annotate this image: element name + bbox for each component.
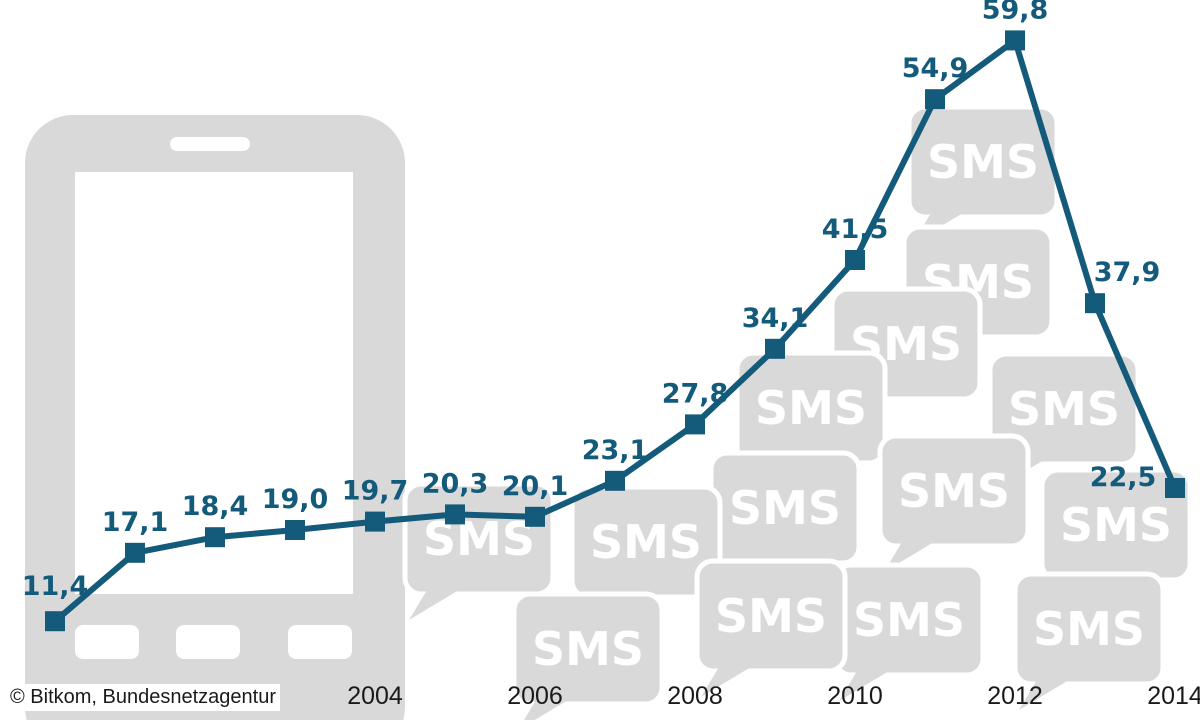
value-label-2013: 37,9 [1094,257,1161,288]
phone-speaker [170,137,250,151]
data-point-2013 [1085,293,1105,314]
x-tick-label-2010: 2010 [827,682,883,710]
data-point-2008 [685,414,705,435]
value-label-2009: 34,1 [742,303,809,334]
sms-bubble-tail [524,700,568,720]
speech-bubble-icon: SMS [694,558,848,697]
speech-bubble-icon: SMS [832,562,986,701]
sms-bubble-text: SMS [729,481,841,535]
data-point-2009 [765,338,785,359]
speech-bubble-icon: SMS [708,450,862,589]
phone-key-2 [176,625,240,659]
sms-bubble-text: SMS [1008,382,1120,436]
sms-bubble-text: SMS [715,589,827,643]
sms-bubble-text: SMS [898,464,1010,518]
speech-bubble-icon: SMS [511,591,665,720]
sms-bubble-tail [701,667,751,697]
sms-bubble-tail [839,671,889,701]
sms-bubble-tail [1019,680,1069,710]
sms-bubble-12 [1012,571,1166,687]
sms-bubble-text: SMS [423,512,535,566]
data-point-2010 [845,250,865,270]
value-label-2003: 19,0 [262,484,329,515]
data-point-2011 [925,89,945,110]
x-tick-label-2006: 2006 [507,682,563,710]
sms-bubble-6 [877,433,1031,549]
sms-bubble-text: SMS [755,381,867,435]
x-tick-label-2014: 2014 [1147,682,1200,710]
sms-bubble-9 [402,481,556,597]
value-label-2001: 17,1 [102,507,169,538]
x-tick-label-2012: 2012 [987,682,1043,710]
value-label-2007: 23,1 [582,435,649,466]
phone-key-1 [75,625,139,659]
value-label-2008: 27,8 [662,378,729,409]
sms-bubble-text: SMS [1033,602,1145,656]
value-label-2002: 18,4 [182,491,249,522]
speech-bubble-icon: SMS [906,104,1060,243]
data-point-2002 [205,527,225,548]
sms-bubble-text: SMS [1060,498,1172,552]
data-point-2000 [45,611,65,632]
value-label-2004: 19,7 [342,476,409,507]
value-label-2005: 20,3 [422,468,489,499]
data-point-2012 [1005,30,1025,51]
data-point-2014 [1165,478,1185,498]
smartphone-icon [25,115,405,720]
x-tick-label-2004: 2004 [347,682,403,710]
phone-key-3 [288,625,352,659]
data-point-2004 [365,511,385,532]
sms-bubble-text: SMS [590,515,702,569]
value-label-2000: 11,4 [22,571,89,602]
data-point-2007 [605,470,625,491]
source-credit: © Bitkom, Bundesnetzagentur [6,684,280,711]
sms-bubble-tail [409,590,459,620]
value-label-2006: 20,1 [502,471,569,502]
phone-screen [75,172,353,594]
x-tick-label-2008: 2008 [667,682,723,710]
sms-bubble-14 [511,591,665,707]
data-point-2006 [525,506,545,527]
sms-bubble-text: SMS [532,622,644,676]
sms-bubble-13 [694,558,848,674]
sms-bubble-text: SMS [853,593,965,647]
value-label-2012: 59,8 [982,0,1049,25]
data-point-2005 [445,504,465,525]
value-label-2010: 41,5 [822,214,889,245]
value-labels: 11,4 17,1 18,4 19,0 19,7 20,3 20,1 23,1 27,8 34,1… [22,0,1161,602]
sms-bubble-text: SMS [927,135,1039,189]
data-point-2001 [125,542,145,563]
data-point-2003 [285,520,305,540]
value-label-2011: 54,9 [902,53,969,84]
value-label-2014: 22,5 [1090,462,1157,493]
speech-bubble-icon: SMS [1012,571,1166,710]
data-markers [45,30,1185,632]
sms-bubble-1 [906,104,1060,220]
speech-bubble-icon: SMS [402,481,556,620]
speech-bubble-icon: SMS [877,433,1031,572]
